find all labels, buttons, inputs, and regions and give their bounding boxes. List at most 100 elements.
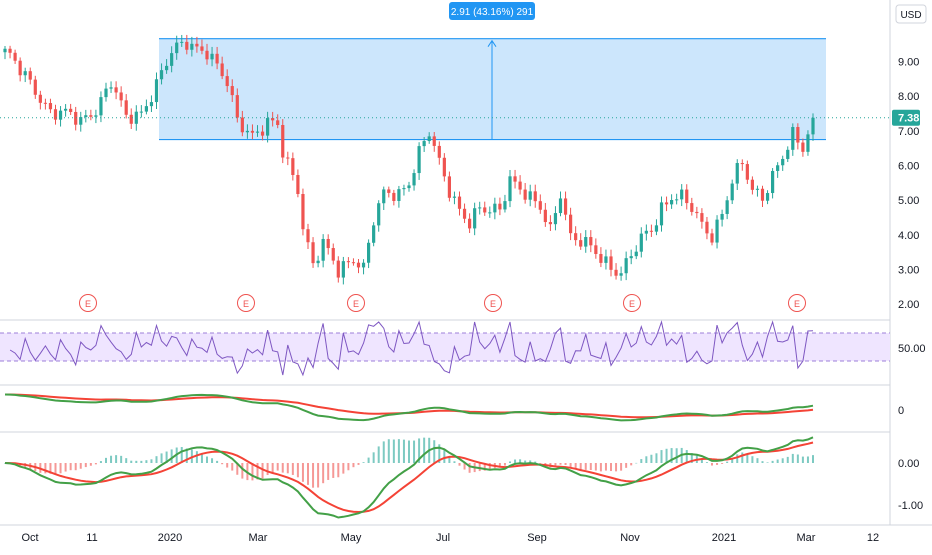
macd-histogram-bar [115,455,118,463]
macd-histogram-bar [408,440,410,463]
candle-body [619,273,623,276]
candle-body [457,196,462,209]
candle-body [432,136,436,146]
candle-body [659,202,664,226]
candle-body [558,198,563,214]
macd-histogram-bar [716,463,719,465]
candle-body [271,118,275,121]
currency-button[interactable]: USD [895,4,927,24]
macd-histogram-bar [640,459,643,463]
candle-body [670,200,674,205]
candle-body [493,203,497,213]
candle-body [553,213,558,225]
candle-body [730,183,734,201]
macd-histogram-bar [569,463,572,468]
candle-body [119,92,123,101]
macd-histogram-bar [670,448,673,463]
time-tick-label: Oct [21,532,38,544]
macd-histogram-bar [534,461,537,463]
candle-body [58,110,63,120]
macd-histogram-bar [357,463,360,465]
macd-histogram-bar [564,463,567,465]
macd-histogram-bar [751,456,754,463]
candle-body [316,260,320,264]
candle-body [89,115,93,117]
macd-histogram-bar [155,456,158,463]
macd-histogram-bar [806,456,809,463]
earnings-label: E [794,299,800,309]
macd-histogram-bar [524,460,527,463]
candle-body [675,199,679,201]
macd-histogram-bar [231,463,234,471]
macd-histogram-bar [54,463,57,475]
candle-body [3,48,7,53]
candle-body [563,198,568,215]
macd-histogram-bar [812,455,814,463]
candle-body [801,142,805,152]
macd-histogram-bar [226,463,229,468]
time-axis[interactable]: Oct 11 2020 Mar May Jul Sep Nov 2021 Mar 12 [21,532,879,544]
macd-histogram-bar [130,460,133,463]
macd-histogram-bar [584,463,587,470]
macd-histogram-bar [332,463,335,478]
candle-body [170,53,174,66]
macd-histogram-bar [685,450,688,463]
candle-body [109,87,113,89]
macd-histogram-bar [488,463,491,470]
candle-body [255,131,260,133]
grid [0,0,932,526]
macd-histogram-bar [630,463,633,466]
candle-body [114,87,118,93]
price-range-measure[interactable]: 2.91 (43.16%) 291 [159,2,826,141]
macd-histogram-bar [397,439,400,463]
macd-histogram-bar [165,451,168,463]
candle-body [195,43,199,47]
earnings-icon [347,294,365,312]
candle-body [79,117,83,125]
candle-body [356,262,361,268]
candle-body [523,189,527,200]
candle-body [594,245,598,254]
last-price-badge [892,109,920,126]
currency-label: USD [900,10,921,21]
macd-histogram-bar [771,460,774,463]
macd-histogram-bar [498,463,501,468]
candle-body [452,196,457,198]
macd-pane: 0.00 -1.00 [4,436,923,519]
macd-histogram-bar [307,463,309,485]
macd-histogram-bar [655,453,658,463]
macd-histogram-bar [574,463,577,470]
candle-body [185,41,189,50]
candle-body [13,52,17,61]
candle-body [488,212,492,214]
macd-histogram-bar [251,463,254,481]
macd-histogram-bar [337,463,340,478]
macd-histogram-bar [256,463,259,480]
macd-histogram-bar [296,463,299,478]
macd-histogram-bar [99,461,102,463]
earnings-icon [623,294,641,312]
macd-histogram-bar [241,463,244,479]
macd-histogram-bar [200,453,203,463]
candle-body [387,189,391,193]
macd-histogram-bar [110,455,113,463]
candle-body [43,102,47,104]
price-axis[interactable]: 9.00 8.00 7.00 6.00 5.00 4.00 3.00 2.00 7.38 [892,57,920,312]
candle-body [351,262,356,264]
candle-body [468,218,472,229]
candle-body [144,106,148,112]
macd-histogram-bar [211,458,214,463]
time-tick-label: Nov [620,532,640,544]
candle-body [771,170,775,194]
candle-body [139,111,143,113]
candle-body [99,97,103,116]
candle-body [286,157,290,159]
candle-body [806,134,810,152]
candle-body [377,203,381,226]
candle-body [664,202,669,205]
time-tick-label: 2020 [158,532,182,544]
candle-body [755,188,760,190]
